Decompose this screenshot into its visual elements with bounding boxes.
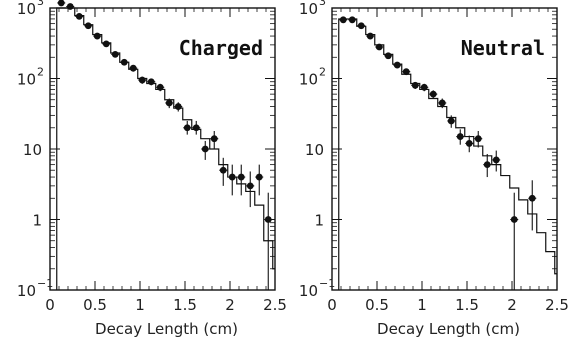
data-point (528, 194, 536, 202)
x-axis-title: Decay Length (cm) (95, 320, 238, 338)
data-point (447, 117, 455, 125)
data-point (357, 22, 365, 30)
data-point (102, 40, 110, 48)
y-tick-exponent: 3 (37, 0, 44, 8)
y-tick-exponent: −1 (37, 277, 53, 290)
data-point (75, 13, 83, 20)
data-point (183, 124, 191, 132)
data-point (174, 103, 182, 110)
data-point (348, 16, 356, 24)
data-point (93, 32, 101, 40)
panel-title: Neutral (461, 36, 545, 60)
panel-title: Charged (179, 36, 263, 60)
data-point (411, 81, 419, 89)
data-point (510, 216, 518, 223)
data-point (111, 50, 119, 58)
data-point (237, 173, 245, 181)
data-point (264, 216, 272, 223)
y-tick-exponent: 2 (37, 66, 44, 79)
data-point (84, 22, 92, 30)
x-axis-title: Decay Length (cm) (377, 320, 520, 338)
data-point (429, 90, 437, 98)
x-tick-label: 2 (225, 296, 235, 314)
x-tick-label: 1 (135, 296, 145, 314)
data-point (474, 135, 482, 143)
data-point (420, 83, 428, 91)
y-tick-label: 10 (17, 0, 36, 18)
data-point (156, 83, 164, 91)
data-point (120, 58, 128, 66)
y-tick-label: 1 (32, 212, 42, 230)
x-tick-label: 2.5 (263, 296, 287, 314)
data-point (246, 182, 254, 190)
data-point (366, 32, 374, 40)
x-tick-label: 2 (507, 296, 517, 314)
x-tick-label: 0.5 (83, 296, 107, 314)
data-point (492, 156, 500, 164)
x-tick-label: 1.5 (455, 296, 479, 314)
data-point (384, 52, 392, 60)
data-point (57, 0, 65, 7)
x-tick-label: 1.5 (173, 296, 197, 314)
data-point (393, 61, 401, 69)
data-point (138, 76, 146, 84)
y-tick-label: 10 (17, 71, 36, 89)
y-tick-label: 10 (299, 0, 318, 18)
data-point (129, 64, 137, 72)
data-point (219, 166, 227, 174)
data-point (147, 78, 155, 86)
data-point (66, 3, 74, 10)
data-point (201, 145, 209, 153)
y-tick-label: 10 (17, 282, 36, 300)
x-tick-label: 2.5 (545, 296, 569, 314)
y-tick-exponent: 2 (319, 66, 326, 79)
y-tick-exponent: −1 (319, 277, 335, 290)
data-point (456, 133, 464, 140)
x-tick-label: 0 (327, 296, 337, 314)
data-point (228, 173, 236, 181)
data-point (339, 16, 347, 24)
x-tick-label: 0 (45, 296, 55, 314)
x-tick-label: 1 (417, 296, 427, 314)
y-tick-label: 10 (305, 141, 324, 159)
y-tick-exponent: 3 (319, 0, 326, 8)
data-point (465, 140, 473, 147)
x-tick-label: 0.5 (365, 296, 389, 314)
data-point (438, 99, 446, 107)
data-point (255, 173, 263, 181)
y-tick-label: 10 (299, 282, 318, 300)
y-tick-label: 10 (299, 71, 318, 89)
data-point (165, 99, 173, 107)
data-point (192, 124, 200, 132)
data-point (483, 161, 491, 169)
y-tick-label: 10 (23, 141, 42, 159)
data-point (402, 68, 410, 76)
y-tick-label: 1 (314, 212, 324, 230)
data-point (210, 135, 218, 143)
data-point (375, 43, 383, 51)
